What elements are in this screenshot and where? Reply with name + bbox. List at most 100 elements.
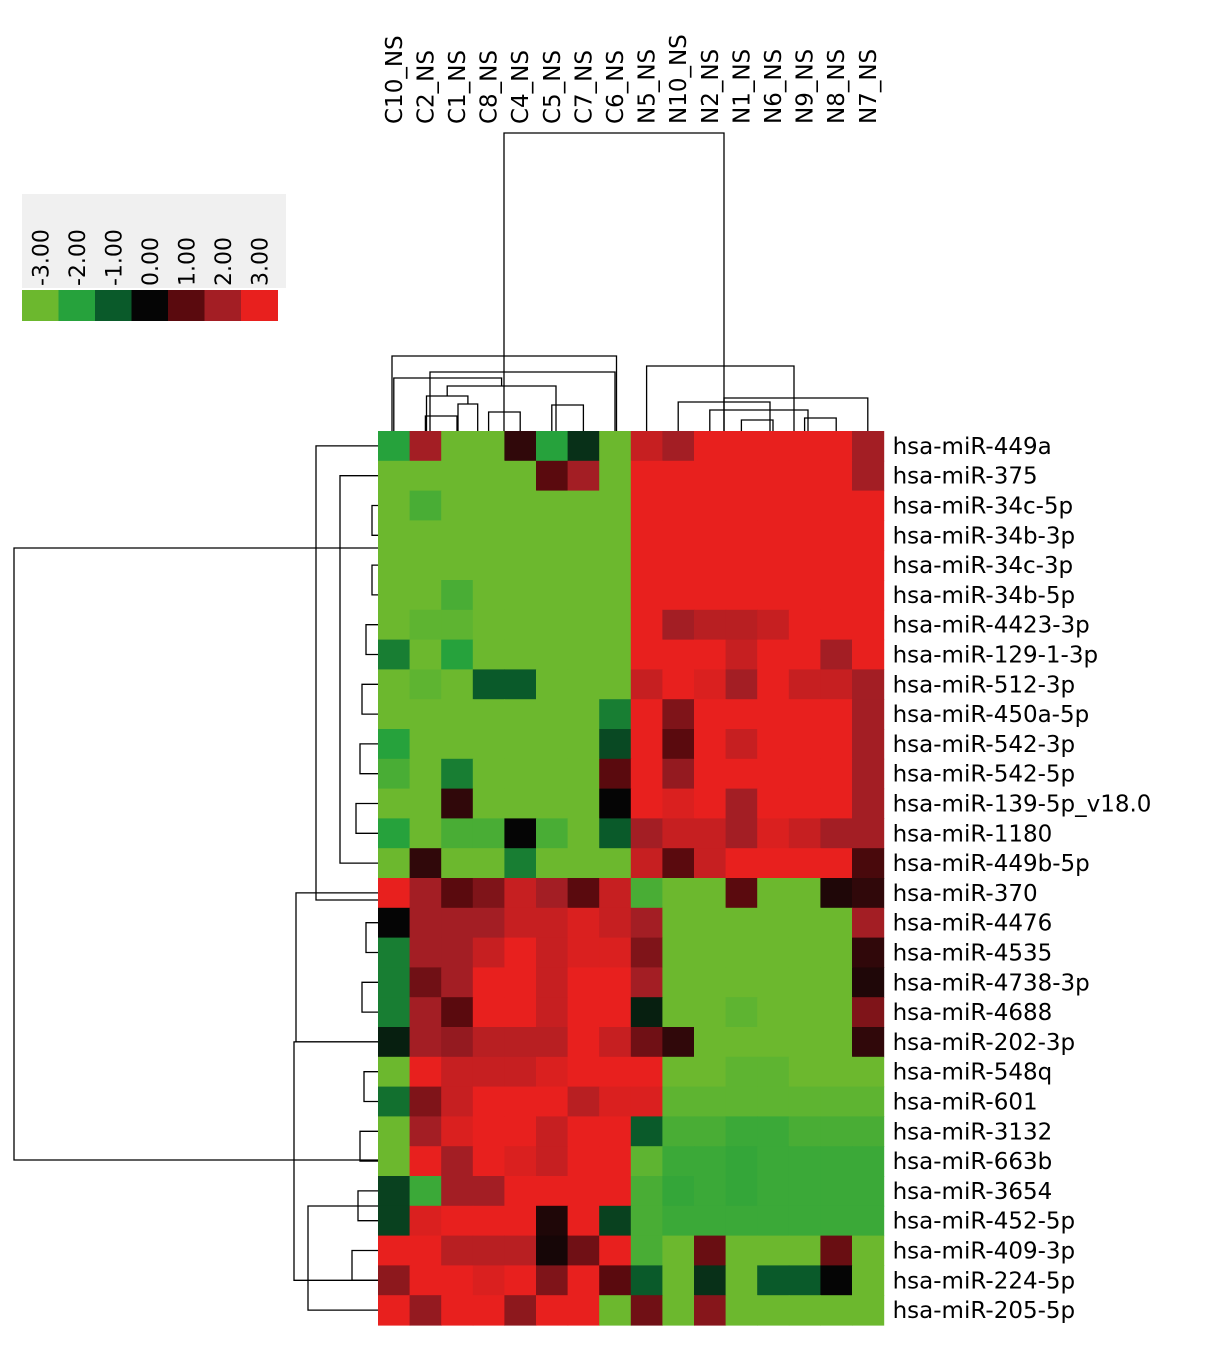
heatmap-cell bbox=[409, 1235, 442, 1266]
heatmap-cell bbox=[820, 669, 853, 700]
dendrogram-link bbox=[645, 365, 795, 431]
heatmap-cell bbox=[441, 1295, 474, 1326]
heatmap-cell bbox=[441, 848, 474, 879]
heatmap-cell bbox=[852, 937, 885, 968]
heatmap-cell bbox=[694, 490, 727, 521]
column-label: C1_NS bbox=[445, 50, 471, 124]
heatmap-cell bbox=[757, 997, 790, 1028]
heatmap-cell bbox=[694, 1056, 727, 1088]
heatmap-cell bbox=[441, 997, 474, 1028]
heatmap-cell bbox=[630, 431, 663, 462]
heatmap-cell bbox=[472, 639, 505, 670]
dendrogram-link bbox=[293, 1041, 378, 1281]
heatmap-cell bbox=[725, 490, 758, 521]
heatmap-cell bbox=[441, 490, 474, 521]
heatmap-cell bbox=[694, 818, 727, 849]
column-label: N6_NS bbox=[761, 49, 787, 124]
heatmap-cell bbox=[694, 878, 727, 909]
heatmap-cell bbox=[788, 1235, 821, 1266]
heatmap-cell bbox=[378, 1056, 411, 1088]
heatmap-cell bbox=[757, 580, 790, 611]
heatmap-cell bbox=[662, 758, 695, 790]
legend-swatch bbox=[22, 290, 59, 321]
heatmap-cell bbox=[504, 1146, 537, 1177]
heatmap-cell bbox=[504, 1205, 537, 1237]
heatmap-cell bbox=[567, 1205, 600, 1237]
row-label: hsa-miR-3654 bbox=[893, 1179, 1053, 1205]
heatmap-cell bbox=[504, 878, 537, 909]
heatmap-cell bbox=[788, 937, 821, 968]
column-label: N10_NS bbox=[666, 34, 692, 124]
heatmap-cell bbox=[536, 1056, 569, 1088]
heatmap-cell bbox=[788, 848, 821, 879]
heatmap-cell bbox=[788, 1176, 821, 1207]
heatmap-cell bbox=[536, 1265, 569, 1296]
row-label: hsa-miR-4476 bbox=[893, 911, 1053, 937]
heatmap-cell bbox=[536, 758, 569, 790]
heatmap-cell bbox=[725, 1205, 758, 1237]
heatmap-cell bbox=[472, 550, 505, 581]
heatmap-cells bbox=[378, 431, 885, 1326]
heatmap-cell bbox=[820, 1265, 853, 1296]
heatmap-cell bbox=[757, 878, 790, 909]
heatmap-cell bbox=[567, 848, 600, 879]
heatmap-cell bbox=[441, 967, 474, 998]
heatmap-cell bbox=[536, 1146, 569, 1177]
heatmap-cell bbox=[694, 580, 727, 611]
heatmap-cell bbox=[694, 907, 727, 939]
heatmap-cell bbox=[441, 788, 474, 819]
heatmap-cell bbox=[567, 520, 600, 551]
heatmap-cell bbox=[504, 609, 537, 641]
heatmap-cell bbox=[694, 758, 727, 790]
row-label: hsa-miR-34c-5p bbox=[893, 494, 1074, 520]
column-labels: C10_NS C2_NS C1_NS C8_NS C4_NS C5_NS C7_NS C6_N… bbox=[382, 34, 882, 124]
heatmap-cell bbox=[757, 1205, 790, 1237]
heatmap-cell bbox=[757, 967, 790, 998]
heatmap-cell bbox=[378, 997, 411, 1028]
heatmap-cell bbox=[630, 1146, 663, 1177]
heatmap-cell bbox=[441, 1205, 474, 1237]
heatmap-cell bbox=[472, 729, 505, 760]
column-label: C6_NS bbox=[603, 50, 629, 124]
heatmap-cell bbox=[630, 580, 663, 611]
heatmap-cell bbox=[757, 1235, 790, 1266]
heatmap-cell bbox=[788, 669, 821, 700]
heatmap-cell bbox=[472, 431, 505, 462]
heatmap-cell bbox=[852, 1176, 885, 1207]
heatmap-cell bbox=[599, 1146, 632, 1177]
heatmap-cell bbox=[409, 937, 442, 968]
heatmap-cell bbox=[852, 550, 885, 581]
heatmap-cell bbox=[820, 878, 853, 909]
heatmap-cell bbox=[599, 699, 632, 730]
heatmap-cell bbox=[694, 1146, 727, 1177]
dendrogram-link bbox=[13, 547, 378, 1161]
heatmap-cell bbox=[630, 1176, 663, 1207]
heatmap-cell bbox=[757, 639, 790, 670]
heatmap-cell bbox=[757, 1176, 790, 1207]
column-label: C7_NS bbox=[571, 50, 597, 124]
heatmap-cell bbox=[536, 490, 569, 521]
heatmap-cell bbox=[662, 460, 695, 492]
heatmap-cell bbox=[852, 580, 885, 611]
heatmap-cell bbox=[694, 669, 727, 700]
heatmap-cell bbox=[662, 878, 695, 909]
heatmap-cell bbox=[378, 639, 411, 670]
heatmap-cell bbox=[662, 699, 695, 730]
heatmap-cell bbox=[378, 609, 411, 641]
column-label: N2_NS bbox=[698, 49, 724, 124]
heatmap-cell bbox=[599, 520, 632, 551]
heatmap-cell bbox=[630, 967, 663, 998]
row-label: hsa-miR-139-5p_v18.0 bbox=[893, 792, 1152, 818]
heatmap-cell bbox=[788, 460, 821, 492]
heatmap-cell bbox=[694, 1086, 727, 1117]
heatmap-cell bbox=[441, 729, 474, 760]
heatmap-cell bbox=[504, 907, 537, 939]
heatmap-cell bbox=[441, 520, 474, 551]
heatmap-cell bbox=[409, 460, 442, 492]
heatmap-cell bbox=[378, 937, 411, 968]
heatmap-cell bbox=[441, 1027, 474, 1058]
heatmap-cell bbox=[567, 490, 600, 521]
heatmap-cell bbox=[441, 550, 474, 581]
heatmap-cell bbox=[409, 997, 442, 1028]
heatmap-cell bbox=[567, 609, 600, 641]
